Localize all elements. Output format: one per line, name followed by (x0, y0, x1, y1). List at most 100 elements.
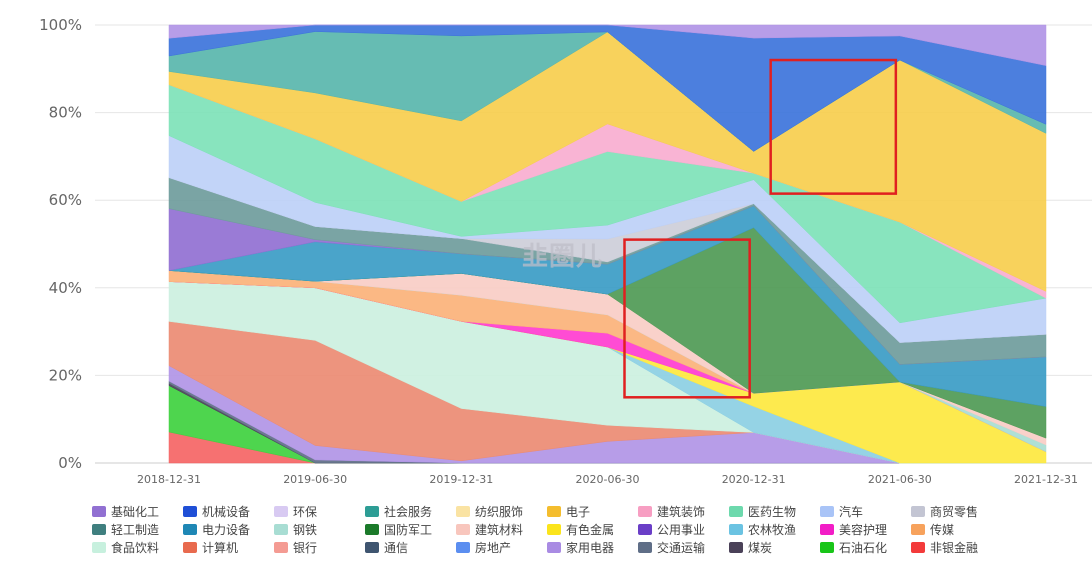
legend-label: 商贸零售 (930, 504, 979, 519)
legend-item[interactable]: 非银金融 (911, 538, 1002, 556)
legend-item[interactable]: 纺织服饰 (456, 502, 547, 520)
legend-item[interactable]: 基础化工 (92, 502, 183, 520)
legend-label: 电子 (566, 504, 591, 519)
x-tick-label: 2020-12-31 (722, 473, 786, 486)
legend-label: 基础化工 (111, 504, 160, 519)
legend-label: 石油石化 (839, 540, 888, 555)
legend-label: 银行 (293, 540, 318, 555)
legend-swatch (820, 523, 834, 535)
legend-swatch (92, 541, 106, 553)
legend-item[interactable]: 电子 (547, 502, 638, 520)
legend-item[interactable]: 银行 (274, 538, 365, 556)
legend-label: 社会服务 (384, 504, 433, 519)
legend-label: 汽车 (839, 504, 864, 519)
legend-item[interactable]: 商贸零售 (911, 502, 1002, 520)
x-tick-label: 2018-12-31 (137, 473, 201, 486)
legend: 基础化工 机械设备 环保 社会服务 纺织服饰 电子 建筑装饰 医药生物 汽车 商贸零售轻工制造 电力… (92, 502, 1092, 556)
legend-label: 医药生物 (748, 504, 797, 519)
legend-item[interactable]: 电力设备 (183, 520, 274, 538)
y-tick-label: 40% (49, 279, 82, 297)
legend-label: 非银金融 (930, 540, 979, 555)
y-tick-label: 20% (49, 366, 82, 384)
legend-item[interactable]: 社会服务 (365, 502, 456, 520)
legend-swatch (183, 523, 197, 535)
legend-item[interactable]: 轻工制造 (92, 520, 183, 538)
legend-label: 国防军工 (384, 522, 433, 537)
legend-item[interactable]: 煤炭 (729, 538, 820, 556)
legend-label: 有色金属 (566, 522, 615, 537)
legend-item[interactable]: 农林牧渔 (729, 520, 820, 538)
legend-item[interactable]: 建筑装饰 (638, 502, 729, 520)
legend-label: 纺织服饰 (475, 504, 524, 519)
legend-item[interactable]: 食品饮料 (92, 538, 183, 556)
legend-swatch (638, 541, 652, 553)
legend-item[interactable]: 计算机 (183, 538, 274, 556)
legend-label: 美容护理 (839, 522, 888, 537)
x-tick-label: 2021-06-30 (868, 473, 932, 486)
legend-label: 电力设备 (202, 522, 251, 537)
highlight-box-2 (769, 58, 898, 195)
legend-label: 煤炭 (748, 540, 773, 555)
legend-item[interactable]: 房地产 (456, 538, 547, 556)
legend-swatch (638, 505, 652, 517)
legend-label: 钢铁 (293, 522, 318, 537)
legend-item[interactable]: 钢铁 (274, 520, 365, 538)
legend-item[interactable]: 公用事业 (638, 520, 729, 538)
legend-swatch (183, 505, 197, 517)
legend-item[interactable]: 汽车 (820, 502, 911, 520)
legend-swatch (365, 541, 379, 553)
legend-swatch (729, 523, 743, 535)
x-tick-label: 2019-12-31 (429, 473, 493, 486)
y-tick-label: 100% (39, 16, 82, 34)
y-tick-label: 80% (49, 104, 82, 122)
legend-item[interactable]: 医药生物 (729, 502, 820, 520)
y-tick-label: 60% (49, 191, 82, 209)
legend-swatch (820, 541, 834, 553)
area-series-group (168, 24, 1047, 464)
legend-label: 轻工制造 (111, 522, 160, 537)
x-axis-ticks: 2018-12-31 2019-06-30 2019-12-31 2020-06-30… (137, 473, 1078, 486)
legend-item[interactable]: 有色金属 (547, 520, 638, 538)
legend-item[interactable]: 传媒 (911, 520, 1002, 538)
legend-swatch (92, 505, 106, 517)
legend-item[interactable]: 环保 (274, 502, 365, 520)
legend-item[interactable]: 石油石化 (820, 538, 911, 556)
stacked-area-chart: 0%20%40%60%80%100% 2018-12-31 2019-06-30 2… (39, 16, 1092, 486)
x-tick-label: 2020-06-30 (576, 473, 640, 486)
legend-label: 通信 (384, 540, 409, 555)
legend-swatch (365, 523, 379, 535)
legend-swatch (365, 505, 379, 517)
legend-swatch (92, 523, 106, 535)
legend-label: 食品饮料 (111, 540, 160, 555)
legend-swatch (183, 541, 197, 553)
y-axis-ticks: 0% 20% 40% 60% 80% 100% (39, 16, 82, 472)
legend-item[interactable]: 通信 (365, 538, 456, 556)
area-环保 (168, 24, 1047, 66)
legend-swatch (274, 523, 288, 535)
legend-label: 房地产 (475, 540, 512, 555)
legend-item[interactable]: 美容护理 (820, 520, 911, 538)
legend-label: 建筑装饰 (657, 504, 706, 519)
legend-item[interactable]: 建筑材料 (456, 520, 547, 538)
legend-item[interactable]: 家用电器 (547, 538, 638, 556)
watermark: 韭圈儿 (522, 242, 604, 272)
legend-swatch (729, 505, 743, 517)
highlight-boxes (623, 58, 898, 399)
legend-swatch (456, 541, 470, 553)
legend-swatch (638, 523, 652, 535)
x-tick-label: 2021-12-31 (1014, 473, 1078, 486)
y-tick-label: 0% (58, 454, 82, 472)
legend-swatch (274, 541, 288, 553)
legend-item[interactable]: 机械设备 (183, 502, 274, 520)
legend-swatch (274, 505, 288, 517)
legend-item[interactable]: 交通运输 (638, 538, 729, 556)
legend-swatch (547, 505, 561, 517)
legend-swatch (911, 505, 925, 517)
legend-swatch (456, 523, 470, 535)
legend-label: 家用电器 (566, 540, 615, 555)
legend-swatch (547, 541, 561, 553)
legend-label: 计算机 (202, 540, 239, 555)
legend-label: 农林牧渔 (748, 522, 797, 537)
legend-item[interactable]: 国防军工 (365, 520, 456, 538)
legend-label: 传媒 (930, 522, 955, 537)
